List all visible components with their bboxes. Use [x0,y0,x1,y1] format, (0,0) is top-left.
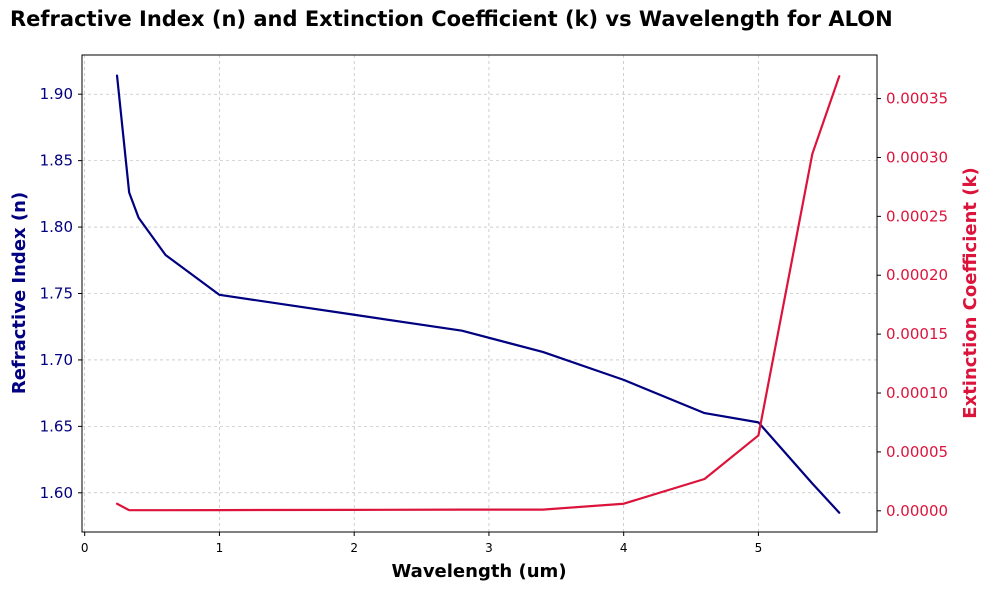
x-tick-label: 2 [350,541,358,555]
x-axis: 0 1 2 3 4 5 [81,532,762,555]
y-tick-label-left: 1.80 [40,218,73,236]
y-axis-label-left: Refractive Index (n) [9,192,30,394]
y-tick-label-right: 0.00025 [886,207,948,225]
x-tick-label: 5 [755,541,763,555]
y-tick-label-left: 1.85 [40,152,73,170]
right-axis: 0.00000 0.00005 0.00010 0.00015 0.00020 0.000… [877,90,948,520]
y-axis-label-right: Extinction Coefficient (k) [960,167,981,418]
x-tick-label: 0 [81,541,89,555]
y-tick-label-left: 1.75 [40,285,73,303]
series-line-k [115,75,841,512]
y-tick-label-right: 0.00020 [886,266,948,284]
x-axis-label: Wavelength (um) [391,561,566,582]
series-layer [115,74,841,514]
y-tick-label-left: 1.60 [40,484,73,502]
grid [82,55,877,532]
y-tick-label-right: 0.00010 [886,384,948,402]
y-tick-label-right: 0.00005 [886,443,948,461]
y-tick-label-right: 0.00030 [886,148,948,166]
y-tick-label-right: 0.00035 [886,90,948,108]
y-tick-label-left: 1.65 [40,417,73,435]
x-tick-label: 1 [216,541,224,555]
y-tick-label-right: 0.00015 [886,325,948,343]
x-tick-label: 4 [620,541,628,555]
chart-title: Refractive Index (n) and Extinction Coef… [10,7,893,31]
x-tick-label: 3 [485,541,493,555]
series-line-n [115,74,841,514]
y-tick-label-left: 1.90 [40,85,73,103]
left-axis: 1.60 1.65 1.70 1.75 1.80 1.85 1.90 [40,85,82,502]
y-tick-label-right: 0.00000 [886,502,948,520]
y-tick-label-left: 1.70 [40,351,73,369]
